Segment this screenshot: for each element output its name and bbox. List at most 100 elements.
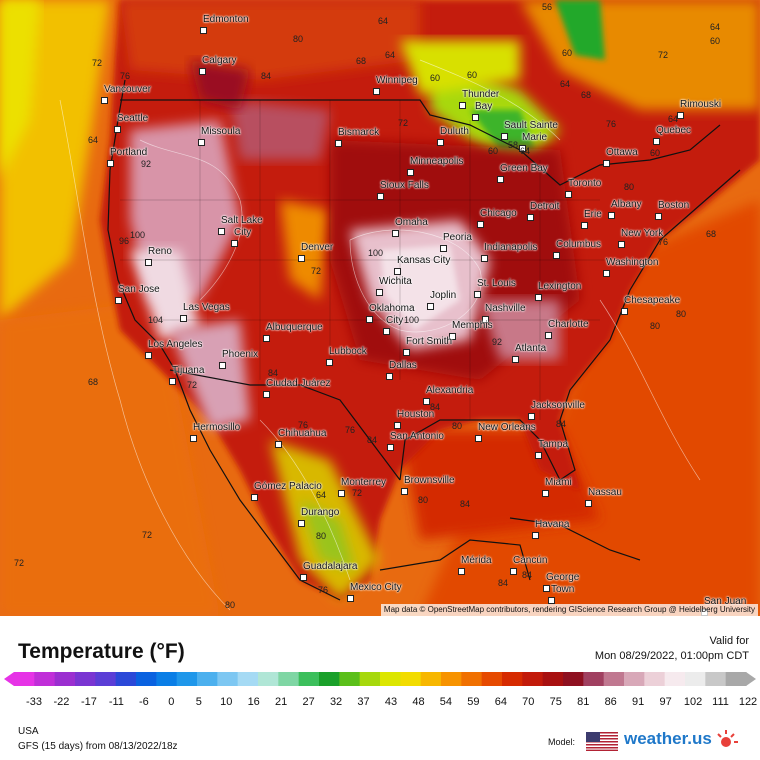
city-label[interactable]: Quebec [656, 125, 692, 136]
city-label[interactable]: Charlotte [548, 319, 589, 330]
city-label[interactable]: Houston [397, 409, 435, 420]
city-label[interactable]: Denver [301, 242, 334, 253]
city-marker [427, 303, 434, 310]
city-label[interactable]: Mexico City [350, 582, 402, 593]
city-label[interactable]: George [546, 572, 580, 583]
isotherm-label: 84 [268, 368, 279, 378]
city-label[interactable]: Marie [522, 132, 548, 143]
city-label[interactable]: Toronto [568, 178, 602, 189]
city-label[interactable]: Missoula [201, 126, 241, 137]
city-label[interactable]: Chicago [480, 208, 517, 219]
city-label[interactable]: Wichita [379, 276, 412, 287]
city-label[interactable]: Town [551, 584, 575, 595]
city-label[interactable]: Memphis [452, 320, 493, 331]
city-label[interactable]: Guadalajara [303, 561, 358, 572]
city-label[interactable]: Oklahoma [369, 303, 415, 314]
city-label[interactable]: Lubbock [329, 346, 367, 357]
city-label[interactable]: Ottawa [606, 147, 638, 158]
city-label[interactable]: St. Louis [477, 278, 516, 289]
city-label[interactable]: Tampa [538, 439, 569, 450]
city-label[interactable]: Phoenix [222, 349, 259, 360]
city-label[interactable]: Mérida [461, 555, 492, 566]
city-label[interactable]: Gómez Palacio [254, 481, 322, 492]
city-label[interactable]: Bismarck [338, 127, 380, 138]
city-label[interactable]: Albany [611, 199, 642, 210]
city-label[interactable]: New York [621, 228, 664, 239]
city-marker [603, 270, 610, 277]
city-label[interactable]: Chesapeake [624, 295, 681, 306]
city-label[interactable]: Atlanta [515, 343, 547, 354]
city-label[interactable]: Cancún [513, 555, 548, 566]
city-label[interactable]: New Orleans [478, 422, 536, 433]
city-label[interactable]: Lexington [538, 281, 582, 292]
city-label[interactable]: Albuquerque [266, 322, 323, 333]
city-label[interactable]: Los Angeles [148, 339, 203, 350]
city-label[interactable]: Tijuana [172, 365, 205, 376]
city-label[interactable]: Salt Lake [221, 215, 263, 226]
city-label[interactable]: Las Vegas [183, 302, 230, 313]
city-label[interactable]: City [234, 227, 252, 238]
city-label[interactable]: Durango [301, 507, 340, 518]
city-label[interactable]: Washington [606, 257, 659, 268]
scale-swatch [298, 672, 320, 686]
city-label[interactable]: Detroit [530, 201, 560, 212]
city-label[interactable]: Chihuahua [278, 428, 327, 439]
city-label[interactable]: San Jose [118, 284, 160, 295]
city-label[interactable]: Fort Smith [406, 336, 453, 347]
city-label[interactable]: Sioux Falls [380, 180, 429, 191]
heat-plains-core [380, 245, 460, 330]
city-label[interactable]: Reno [148, 246, 172, 257]
city-marker [298, 255, 305, 262]
city-label[interactable]: Vancouver [104, 84, 152, 95]
city-label[interactable]: Miami [545, 477, 572, 488]
city-marker [377, 193, 384, 200]
city-marker [535, 452, 542, 459]
city-label[interactable]: Omaha [395, 217, 428, 228]
city-label[interactable]: Green Bay [500, 163, 548, 174]
city-label[interactable]: Peoria [443, 232, 472, 243]
isotherm-label: 80 [225, 600, 236, 610]
city-marker [218, 228, 225, 235]
city-label[interactable]: Calgary [202, 55, 237, 66]
city-label[interactable]: Seattle [117, 113, 149, 124]
city-label[interactable]: Hermosillo [193, 422, 241, 433]
city-label[interactable]: Columbus [556, 239, 602, 250]
city-marker [190, 435, 197, 442]
city-label[interactable]: Dallas [389, 360, 417, 371]
city-label[interactable]: Monterrey [341, 477, 387, 488]
isotherm-label: 80 [676, 309, 687, 319]
city-label[interactable]: Nassau [588, 487, 622, 498]
city-label[interactable]: Indianapolis [484, 242, 538, 253]
heat-north-rockies [230, 100, 330, 160]
city-label[interactable]: Edmonton [203, 14, 249, 25]
city-label[interactable]: Erie [584, 209, 602, 220]
city-label[interactable]: Bay [475, 101, 493, 112]
city-label[interactable]: Winnipeg [376, 75, 418, 86]
city-label[interactable]: Alexandria [426, 385, 474, 396]
city-label[interactable]: Havana [535, 519, 570, 530]
city-label[interactable]: Sault Sainte [504, 120, 558, 131]
scale-arrow-low [4, 672, 14, 686]
scale-swatch [136, 672, 157, 686]
city-label[interactable]: San Juan [704, 596, 747, 607]
city-label[interactable]: Minneapolis [410, 156, 464, 167]
map-attribution: Map data © OpenStreetMap contributors, r… [380, 604, 758, 616]
temperature-map[interactable]: Edmonton Calgary Winnipeg Thunder Bay Rimousk… [0, 0, 760, 616]
city-marker [326, 359, 333, 366]
city-label[interactable]: San Antonio [390, 431, 444, 442]
city-label[interactable]: City [386, 315, 404, 326]
city-label[interactable]: Portland [110, 147, 148, 158]
city-label[interactable]: Thunder [462, 89, 500, 100]
city-label[interactable]: Brownsville [404, 475, 455, 486]
city-label[interactable]: Jacksonville [531, 400, 585, 411]
city-label[interactable]: Ciudad Juárez [266, 378, 331, 389]
city-label[interactable]: Boston [658, 200, 690, 211]
city-label[interactable]: Joplin [430, 290, 457, 301]
isotherm-label: 84 [430, 402, 441, 412]
weather-us-logo[interactable]: weather.us [624, 729, 712, 748]
city-marker [394, 422, 401, 429]
city-label[interactable]: Rimouski [680, 99, 722, 110]
city-label[interactable]: Duluth [440, 126, 469, 137]
city-label[interactable]: Kansas City [397, 255, 451, 266]
city-label[interactable]: Nashville [485, 303, 526, 314]
